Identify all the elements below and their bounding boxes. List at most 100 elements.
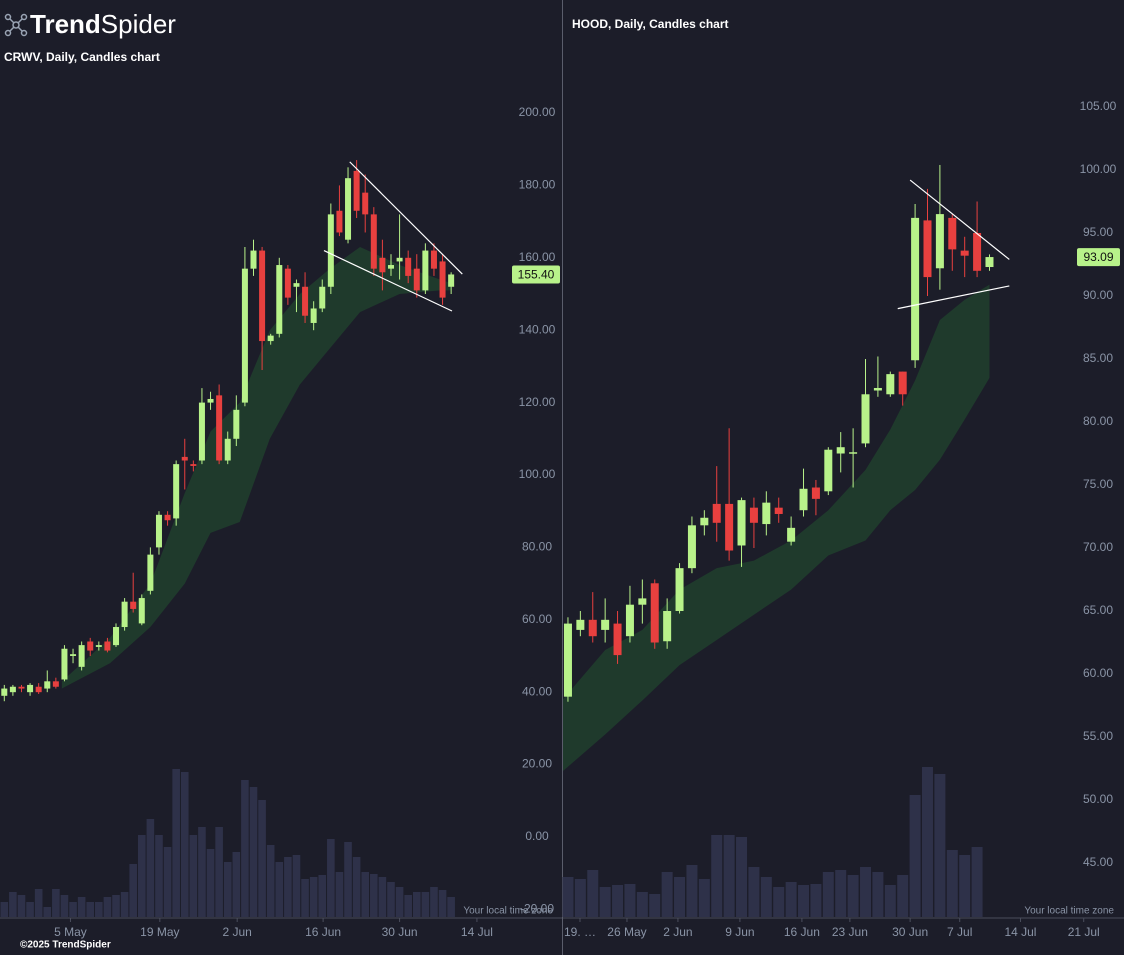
volume-bar — [112, 895, 120, 917]
volume-bar — [43, 907, 52, 917]
candle-body — [849, 452, 858, 454]
candle-body — [448, 274, 455, 287]
volume-bar — [748, 867, 760, 917]
candle-body — [78, 645, 85, 667]
candle-body — [1, 688, 8, 696]
candle-body — [601, 619, 610, 630]
volume-bar — [215, 827, 223, 917]
trendline — [897, 285, 1010, 310]
trendline — [323, 250, 453, 312]
candle-body — [284, 268, 291, 298]
volume-bar — [77, 897, 86, 917]
volume-bar — [69, 902, 77, 917]
last-price-tag — [1077, 248, 1120, 267]
candle-body — [164, 514, 171, 521]
candle-body — [948, 217, 957, 250]
volume-bar — [344, 842, 352, 917]
ema-cloud — [563, 284, 990, 772]
volume-bar — [241, 780, 249, 917]
last-price-label: 93.09 — [1083, 250, 1113, 264]
volume-bar — [897, 875, 909, 917]
volume-bar — [327, 839, 335, 917]
candle-body — [576, 619, 585, 630]
volume-bar — [395, 887, 404, 917]
volume-bar — [921, 767, 933, 917]
volume-bar — [129, 864, 137, 917]
candle-body — [700, 517, 709, 526]
candle-body — [27, 684, 34, 693]
candle-body — [422, 250, 429, 291]
candle-body — [104, 641, 111, 651]
volume-bar — [180, 772, 189, 917]
volume-bar — [636, 892, 648, 917]
volume-bar — [137, 835, 146, 917]
candle-body — [588, 619, 597, 637]
x-tick-label: 30 Jun — [892, 925, 928, 939]
candle-body — [9, 686, 16, 693]
candle-body — [405, 257, 412, 276]
logo-text: TrendSpider — [30, 9, 176, 39]
candle-body — [241, 268, 248, 403]
candle-body — [687, 525, 696, 569]
trendline — [349, 161, 463, 275]
x-tick-label: 14 Jul — [461, 925, 493, 939]
candle-body — [886, 374, 895, 395]
candle-body — [650, 583, 659, 643]
volume-bar — [206, 849, 215, 917]
candle-body — [430, 250, 437, 269]
candle-body — [370, 214, 377, 269]
candle-body — [18, 686, 25, 689]
volume-bar — [785, 882, 797, 917]
y-tick-label: 60.00 — [1083, 666, 1113, 680]
candle-body — [95, 645, 102, 647]
candle-body — [413, 268, 420, 291]
volume-bar — [909, 795, 921, 917]
volume-bar — [301, 879, 309, 917]
volume-bar — [798, 885, 810, 917]
candle-body — [52, 681, 59, 687]
volume-bar — [60, 895, 69, 917]
candle-body — [935, 214, 944, 269]
volume-bar — [266, 845, 275, 917]
candle-body — [787, 527, 796, 542]
x-tick-label: 23 Jun — [832, 925, 868, 939]
volume-bar — [674, 877, 686, 917]
volume-bar — [284, 857, 292, 917]
y-tick-label: 75.00 — [1083, 477, 1113, 491]
volume-bar — [860, 867, 872, 917]
candle-body — [873, 387, 882, 391]
volume-bar — [26, 902, 34, 917]
volume-bar — [946, 850, 958, 917]
volume-bar — [835, 870, 847, 917]
y-tick-label: 100.00 — [519, 467, 556, 481]
volume-bar — [292, 855, 301, 917]
volume-bar — [872, 872, 884, 917]
candle-body — [259, 250, 266, 342]
candle-body — [310, 308, 317, 323]
candle-body — [138, 598, 145, 624]
volume-bar — [352, 857, 361, 917]
y-tick-label: 20.00 — [522, 757, 552, 771]
volume-bar — [163, 847, 172, 917]
candle-body — [762, 502, 771, 525]
y-tick-label: 140.00 — [519, 322, 556, 336]
volume-bar — [624, 884, 636, 917]
y-tick-label: 95.00 — [1083, 225, 1113, 239]
volume-bar — [120, 892, 129, 917]
volume-bar — [387, 882, 395, 917]
y-tick-label: 160.00 — [519, 250, 556, 264]
candle-body — [147, 554, 154, 591]
candle-body — [61, 648, 68, 680]
volume-bar — [421, 892, 430, 917]
candle-body — [923, 220, 932, 278]
logo-icon — [4, 13, 28, 37]
volume-bar — [0, 902, 9, 917]
x-tick-label: 30 Jun — [382, 925, 418, 939]
volume-bar — [52, 889, 60, 917]
timezone-note: Your local time zone — [463, 906, 553, 917]
candle-body — [396, 257, 403, 262]
volume-bar — [562, 877, 574, 917]
volume-bar — [959, 855, 971, 917]
y-tick-label: 180.00 — [519, 178, 556, 192]
